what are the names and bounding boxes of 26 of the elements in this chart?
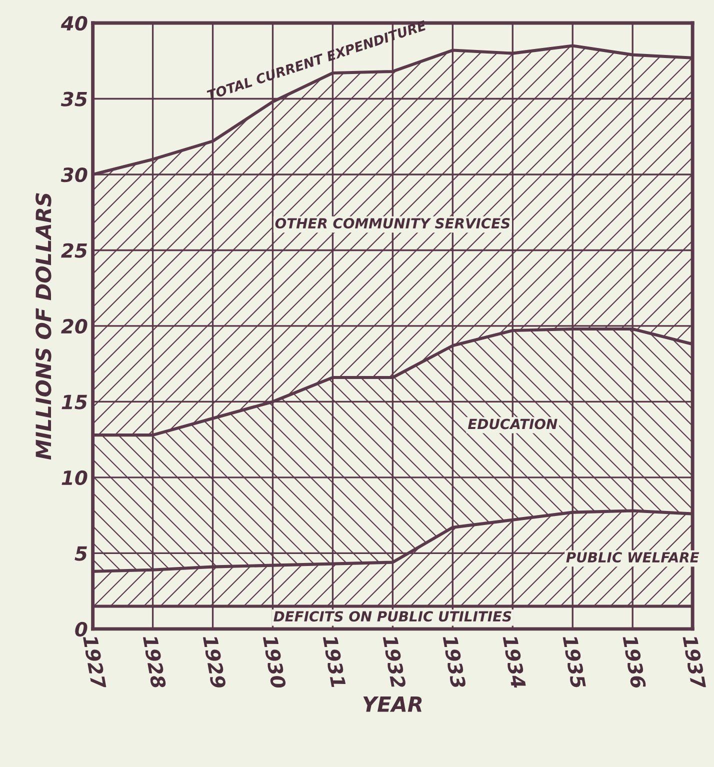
- series-label: EDUCATION: [468, 418, 558, 430]
- series-label: OTHER COMMUNITY SERVICES: [275, 218, 510, 229]
- y-axis-title: MILLIONS OF DOLLARS: [36, 193, 52, 460]
- x-tick-label: 1936: [622, 634, 646, 690]
- y-tick-label: 0: [75, 622, 88, 637]
- y-tick-label: 40: [60, 16, 88, 31]
- x-tick-label: 1928: [142, 634, 166, 690]
- y-tick-label: 25: [61, 243, 87, 258]
- x-tick-label: 1934: [502, 634, 526, 689]
- series-label: PUBLIC WELFARE: [566, 552, 700, 563]
- x-tick-label: 1933: [442, 634, 466, 689]
- y-tick-label: 10: [62, 470, 88, 486]
- x-tick-label: 1932: [382, 634, 406, 689]
- y-tick-label: 5: [74, 546, 87, 561]
- x-tick-label: 1929: [202, 634, 226, 689]
- x-tick-label: 1927: [82, 634, 106, 690]
- y-tick-label: 15: [62, 394, 87, 410]
- x-tick-label: 1930: [262, 634, 286, 690]
- x-axis-title: YEAR: [363, 696, 422, 712]
- x-tick-label: 1935: [562, 634, 586, 689]
- series-label: DEFICITS ON PUBLIC UTILITIES: [274, 611, 512, 622]
- x-tick-label: 1937: [682, 634, 706, 690]
- y-tick-label: 35: [60, 92, 87, 106]
- x-tick-label: 1931: [322, 634, 346, 688]
- y-tick-label: 30: [60, 167, 88, 182]
- y-tick-label: 20: [61, 318, 88, 334]
